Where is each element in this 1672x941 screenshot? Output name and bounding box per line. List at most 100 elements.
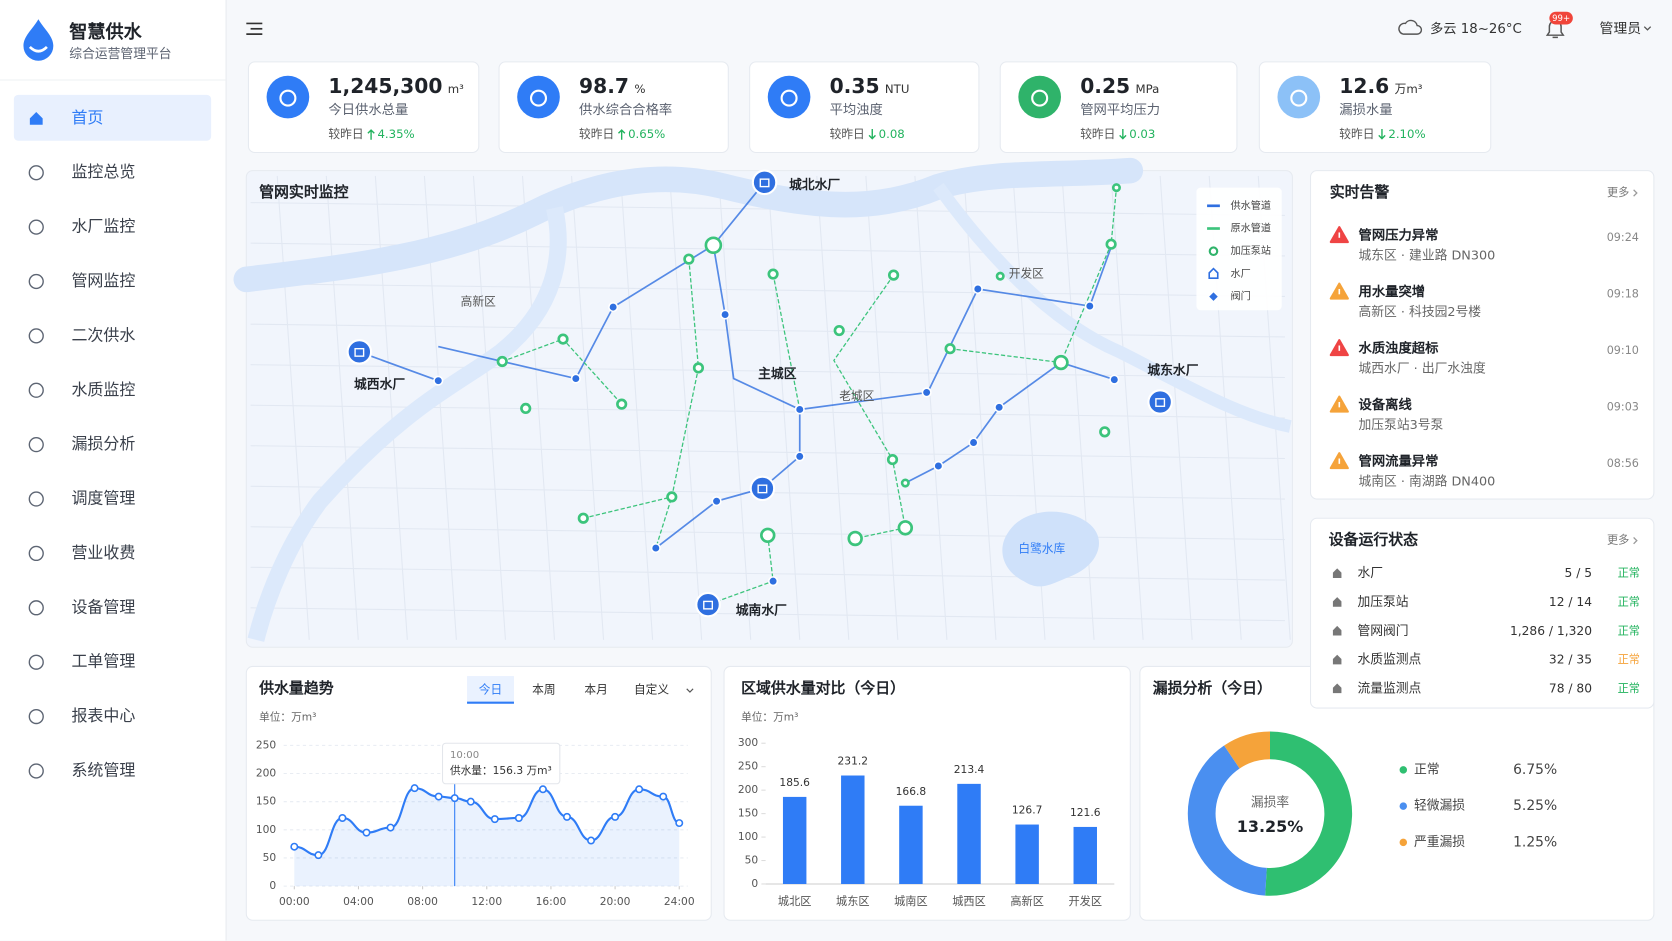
line-point[interactable] [587, 836, 596, 845]
valve[interactable] [1109, 374, 1120, 385]
valve[interactable] [433, 375, 444, 386]
pump-station[interactable] [900, 478, 910, 488]
line-point[interactable] [314, 851, 323, 860]
valve[interactable] [1084, 300, 1095, 312]
pump-station[interactable] [520, 402, 532, 415]
menu-item[interactable]: 系统管理 [71, 760, 135, 779]
pump-station[interactable] [760, 527, 776, 544]
line-point[interactable] [450, 794, 459, 803]
water-plant[interactable] [1147, 389, 1173, 415]
valve[interactable] [608, 302, 619, 313]
line-point[interactable] [562, 812, 571, 821]
line-point[interactable] [659, 792, 668, 801]
pump-station[interactable] [897, 520, 914, 536]
bar[interactable] [957, 783, 981, 884]
user-name[interactable]: 管理员 [1599, 21, 1641, 37]
bar[interactable] [1073, 826, 1097, 884]
donut-segment[interactable] [1224, 731, 1271, 769]
valve[interactable] [972, 283, 983, 295]
valve[interactable] [570, 373, 581, 384]
menu-item[interactable]: 监控总览 [71, 162, 135, 181]
line-point[interactable] [434, 792, 443, 801]
devices-more[interactable]: 更多 [1607, 533, 1629, 547]
valve[interactable] [968, 437, 979, 448]
menu-item[interactable]: 漏损分析 [71, 434, 135, 453]
pump-station[interactable] [1099, 426, 1111, 438]
bar[interactable] [1015, 824, 1039, 884]
valve[interactable] [921, 387, 932, 398]
line-point[interactable] [490, 815, 499, 824]
water-plant[interactable] [749, 475, 776, 502]
pump-station[interactable] [995, 271, 1005, 281]
water-plant[interactable] [346, 339, 373, 365]
line-point[interactable] [514, 813, 523, 822]
alert-title[interactable]: 用水量突增 [1359, 283, 1426, 300]
pump-station[interactable] [886, 453, 899, 466]
bar[interactable] [841, 775, 865, 884]
pump-station[interactable] [616, 398, 628, 410]
line-point[interactable] [410, 784, 419, 793]
tab[interactable]: 自定义 [634, 682, 669, 696]
line-point[interactable] [338, 813, 347, 822]
valve[interactable] [720, 309, 731, 320]
donut-segment[interactable] [1265, 731, 1353, 896]
pump-station[interactable] [496, 355, 508, 368]
water-plant[interactable] [751, 169, 778, 196]
valve[interactable] [933, 460, 944, 472]
line-point[interactable] [290, 842, 299, 851]
menu-item[interactable]: 设备管理 [71, 597, 135, 616]
menu-item[interactable]: 调度管理 [71, 489, 135, 508]
alerts-more[interactable]: 更多 [1607, 185, 1629, 199]
menu-item[interactable]: 水厂监控 [71, 217, 135, 236]
line-point[interactable] [362, 828, 371, 837]
menu-item[interactable]: 营业收费 [71, 543, 135, 562]
pump-station[interactable] [1105, 238, 1117, 250]
menu-item[interactable]: 二次供水 [71, 325, 135, 344]
line-point[interactable] [386, 823, 395, 832]
pump-station[interactable] [1053, 354, 1069, 371]
tooltip-time: 10:00 [450, 750, 479, 761]
alert-title[interactable]: 管网压力异常 [1359, 227, 1439, 244]
line-point[interactable] [538, 785, 547, 794]
valve[interactable] [711, 496, 722, 507]
pump-station[interactable] [944, 343, 956, 355]
valve[interactable] [794, 404, 805, 415]
pump-station[interactable] [847, 530, 863, 547]
valve[interactable] [650, 543, 661, 554]
tab[interactable]: 今日 [479, 682, 502, 696]
pump-station[interactable] [666, 491, 678, 503]
menu-item[interactable]: 水质监控 [71, 380, 135, 399]
pump-station[interactable] [692, 362, 705, 374]
legend-label: 原水管道 [1231, 222, 1272, 235]
pump-station[interactable] [683, 253, 695, 265]
tab[interactable]: 本周 [532, 682, 555, 696]
pump-station[interactable] [767, 268, 779, 280]
menu-item[interactable]: 首页 [71, 108, 103, 127]
pump-station[interactable] [557, 333, 569, 345]
pump-station[interactable] [704, 236, 723, 255]
alert-title[interactable]: 水质浊度超标 [1359, 340, 1440, 357]
pump-station[interactable] [577, 512, 589, 524]
pump-station[interactable] [1111, 183, 1121, 193]
legend-swatch [1208, 267, 1219, 280]
line-point[interactable] [675, 819, 684, 828]
pump-station[interactable] [887, 269, 900, 281]
pump-station[interactable] [833, 324, 845, 337]
valve[interactable] [768, 576, 779, 587]
menu-icon [28, 382, 44, 398]
alert-title[interactable]: 管网流量异常 [1359, 453, 1439, 470]
tab[interactable]: 本月 [584, 682, 607, 696]
valve[interactable] [794, 451, 805, 462]
line-point[interactable] [635, 785, 644, 794]
bar[interactable] [782, 796, 807, 884]
donut-segment[interactable] [1187, 745, 1268, 896]
water-plant[interactable] [695, 591, 721, 618]
menu-item[interactable]: 管网监控 [71, 271, 135, 290]
line-point[interactable] [611, 812, 620, 821]
valve[interactable] [994, 402, 1005, 413]
line-point[interactable] [466, 797, 475, 806]
menu-item[interactable]: 工单管理 [71, 652, 135, 671]
alert-title[interactable]: 设备离线 [1359, 396, 1413, 413]
menu-item[interactable]: 报表中心 [71, 706, 135, 725]
bar[interactable] [899, 805, 923, 884]
